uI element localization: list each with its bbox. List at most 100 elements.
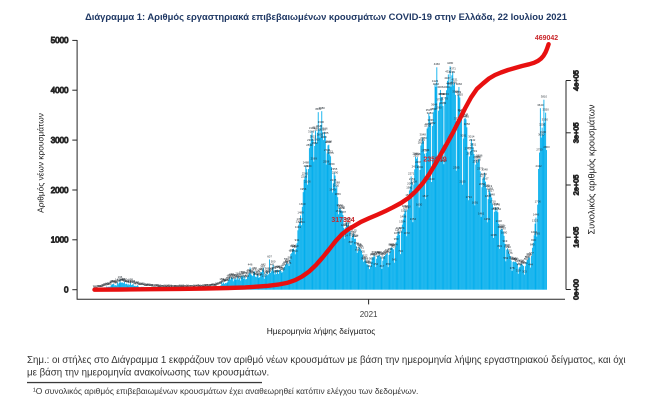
svg-text:336: 336 bbox=[247, 268, 252, 272]
svg-text:735: 735 bbox=[385, 248, 390, 252]
svg-text:582: 582 bbox=[380, 256, 385, 260]
svg-text:104: 104 bbox=[130, 279, 135, 283]
svg-text:461: 461 bbox=[282, 262, 287, 266]
svg-text:2750: 2750 bbox=[536, 147, 543, 151]
svg-text:15: 15 bbox=[178, 284, 182, 288]
svg-text:1019: 1019 bbox=[351, 234, 358, 238]
svg-text:1294: 1294 bbox=[298, 220, 305, 224]
svg-text:248: 248 bbox=[229, 272, 234, 276]
svg-text:104: 104 bbox=[110, 279, 115, 283]
svg-text:2882: 2882 bbox=[312, 141, 319, 145]
svg-text:1318: 1318 bbox=[496, 219, 503, 223]
svg-text:Σημ.: οι στήλες στο Διάγραμμα: Σημ.: οι στήλες στο Διάγραμμα 1 εκφράζου… bbox=[27, 355, 626, 366]
svg-text:844: 844 bbox=[393, 243, 398, 247]
svg-text:316: 316 bbox=[263, 269, 268, 273]
svg-text:1583: 1583 bbox=[403, 206, 410, 210]
svg-text:874: 874 bbox=[354, 241, 359, 245]
svg-text:271: 271 bbox=[264, 271, 269, 275]
svg-text:1323: 1323 bbox=[532, 219, 539, 223]
svg-text:0: 0 bbox=[64, 286, 69, 295]
svg-text:με βάση την ημερομηνία ανακοίν: με βάση την ημερομηνία ανακοίνωσης των κ… bbox=[27, 368, 269, 379]
svg-text:621: 621 bbox=[374, 254, 379, 258]
svg-text:3e+05: 3e+05 bbox=[572, 122, 581, 143]
svg-text:1351: 1351 bbox=[484, 217, 491, 221]
svg-text:919: 919 bbox=[503, 239, 508, 243]
svg-text:11: 11 bbox=[189, 284, 192, 288]
svg-text:207: 207 bbox=[243, 274, 248, 278]
svg-text:3755: 3755 bbox=[436, 97, 443, 101]
svg-text:341: 341 bbox=[280, 268, 285, 272]
svg-text:35: 35 bbox=[213, 283, 217, 287]
svg-text:2021: 2021 bbox=[360, 310, 378, 319]
svg-text:2517: 2517 bbox=[441, 159, 448, 163]
svg-text:1236: 1236 bbox=[341, 223, 348, 227]
svg-text:816: 816 bbox=[290, 244, 295, 248]
svg-text:142: 142 bbox=[119, 278, 124, 282]
svg-text:157: 157 bbox=[122, 277, 127, 281]
svg-text:472: 472 bbox=[368, 261, 373, 265]
svg-text:2265: 2265 bbox=[302, 172, 309, 176]
svg-text:59: 59 bbox=[140, 282, 144, 286]
svg-text:2459: 2459 bbox=[328, 162, 335, 166]
svg-text:508: 508 bbox=[365, 259, 370, 263]
svg-text:50: 50 bbox=[138, 282, 142, 286]
svg-text:68: 68 bbox=[218, 281, 222, 285]
svg-text:21: 21 bbox=[208, 284, 212, 288]
svg-text:289: 289 bbox=[241, 270, 246, 274]
svg-text:12: 12 bbox=[187, 284, 191, 288]
svg-text:1461: 1461 bbox=[478, 212, 485, 216]
svg-text:Συνολικός αριθμός κρουσμάτων: Συνολικός αριθμός κρουσμάτων bbox=[587, 104, 597, 234]
svg-text:713: 713 bbox=[398, 249, 403, 253]
svg-text:1632: 1632 bbox=[336, 203, 343, 207]
svg-text:23: 23 bbox=[166, 283, 170, 287]
svg-text:41: 41 bbox=[147, 283, 151, 287]
svg-text:303: 303 bbox=[246, 269, 251, 273]
svg-text:2672: 2672 bbox=[466, 151, 473, 155]
svg-text:1554: 1554 bbox=[495, 207, 502, 211]
svg-text:607: 607 bbox=[267, 254, 272, 258]
svg-text:3855: 3855 bbox=[457, 92, 464, 96]
svg-text:830: 830 bbox=[505, 243, 510, 247]
svg-text:2736: 2736 bbox=[324, 148, 331, 152]
svg-text:12: 12 bbox=[167, 284, 171, 288]
svg-text:12: 12 bbox=[176, 284, 180, 288]
svg-text:3580: 3580 bbox=[319, 106, 326, 110]
svg-text:790: 790 bbox=[506, 245, 511, 249]
svg-text:8: 8 bbox=[97, 284, 99, 288]
svg-text:669: 669 bbox=[378, 251, 383, 255]
svg-text:477: 477 bbox=[521, 261, 526, 265]
svg-text:843: 843 bbox=[389, 243, 394, 247]
svg-text:565: 565 bbox=[513, 256, 518, 260]
svg-text:1091: 1091 bbox=[531, 230, 538, 234]
svg-text:1174: 1174 bbox=[398, 226, 404, 230]
svg-text:1167: 1167 bbox=[500, 226, 506, 230]
svg-text:2784: 2784 bbox=[467, 146, 474, 150]
svg-text:114: 114 bbox=[111, 279, 116, 283]
svg-text:63: 63 bbox=[137, 281, 141, 285]
svg-text:815: 815 bbox=[358, 244, 363, 248]
svg-text:3541: 3541 bbox=[458, 108, 465, 112]
svg-text:2666: 2666 bbox=[412, 152, 419, 156]
svg-text:1579: 1579 bbox=[338, 206, 345, 210]
svg-text:310: 310 bbox=[249, 269, 254, 273]
svg-text:3537: 3537 bbox=[426, 108, 433, 112]
svg-text:33: 33 bbox=[149, 283, 153, 287]
svg-text:931: 931 bbox=[295, 238, 300, 242]
svg-text:339: 339 bbox=[268, 268, 273, 272]
svg-text:34: 34 bbox=[149, 283, 153, 287]
svg-text:16: 16 bbox=[168, 284, 172, 288]
svg-text:117: 117 bbox=[125, 279, 130, 283]
svg-text:17: 17 bbox=[182, 284, 186, 288]
svg-text:91: 91 bbox=[110, 280, 114, 284]
svg-text:2417: 2417 bbox=[304, 164, 311, 168]
svg-text:833: 833 bbox=[390, 243, 395, 247]
svg-text:26: 26 bbox=[203, 283, 207, 287]
svg-text:13: 13 bbox=[195, 284, 199, 288]
svg-text:693: 693 bbox=[377, 250, 382, 254]
svg-text:756: 756 bbox=[388, 247, 393, 251]
svg-text:597: 597 bbox=[525, 255, 530, 259]
svg-text:111: 111 bbox=[131, 279, 136, 283]
svg-text:2066: 2066 bbox=[407, 182, 414, 186]
svg-text:273: 273 bbox=[250, 271, 255, 275]
svg-text:1649: 1649 bbox=[494, 202, 501, 206]
